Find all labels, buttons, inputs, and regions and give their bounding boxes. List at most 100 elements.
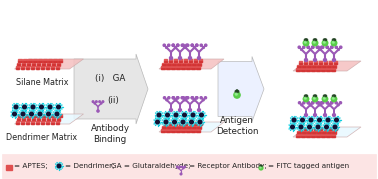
Bar (197, 126, 201, 129)
Circle shape (310, 104, 311, 106)
Bar (332, 66, 336, 67)
Bar (192, 64, 196, 65)
Bar (198, 61, 202, 62)
Circle shape (299, 125, 303, 129)
Bar (196, 129, 200, 132)
Bar (56, 67, 59, 69)
Bar (32, 64, 35, 65)
Circle shape (189, 119, 194, 125)
Circle shape (204, 97, 206, 99)
Bar (40, 66, 44, 69)
Bar (176, 66, 180, 69)
Bar (306, 69, 310, 71)
Circle shape (304, 97, 306, 99)
Circle shape (175, 99, 176, 101)
Ellipse shape (332, 39, 336, 41)
Circle shape (182, 166, 183, 168)
Bar (304, 62, 307, 64)
Bar (191, 66, 195, 69)
Circle shape (200, 97, 202, 99)
Circle shape (177, 44, 179, 46)
Circle shape (57, 164, 61, 168)
Bar (162, 63, 166, 66)
Bar (22, 118, 25, 120)
Bar (2, 154, 376, 178)
Bar (191, 129, 195, 132)
Circle shape (183, 168, 184, 169)
Circle shape (178, 168, 179, 169)
Bar (177, 126, 181, 129)
Circle shape (313, 97, 315, 99)
Ellipse shape (324, 39, 327, 41)
Bar (27, 119, 30, 120)
Bar (38, 61, 42, 62)
Polygon shape (14, 59, 84, 69)
Bar (38, 114, 42, 117)
Text: = Receptor Antibody;: = Receptor Antibody; (189, 163, 267, 169)
Bar (28, 114, 32, 117)
Bar (181, 129, 184, 132)
Bar (36, 122, 39, 124)
Circle shape (164, 120, 168, 124)
Bar (164, 124, 167, 125)
Circle shape (335, 46, 338, 48)
Bar (177, 127, 181, 128)
Circle shape (331, 96, 337, 102)
Bar (48, 115, 52, 117)
Bar (314, 61, 317, 64)
Bar (25, 67, 29, 69)
Bar (182, 127, 186, 128)
Bar (302, 131, 306, 134)
Circle shape (102, 101, 104, 102)
Bar (308, 62, 312, 64)
Circle shape (191, 97, 194, 99)
Circle shape (317, 117, 322, 123)
Bar (319, 62, 322, 64)
Bar (36, 66, 39, 69)
Ellipse shape (324, 95, 327, 97)
Bar (327, 131, 331, 134)
Text: Dendrimer Matrix: Dendrimer Matrix (6, 133, 77, 142)
Circle shape (339, 46, 342, 48)
Bar (324, 127, 327, 130)
Circle shape (318, 102, 320, 104)
Circle shape (170, 108, 172, 112)
Circle shape (196, 97, 198, 99)
Circle shape (181, 97, 183, 99)
Bar (302, 65, 306, 67)
Bar (37, 118, 40, 120)
Bar (20, 67, 24, 69)
Bar (53, 61, 57, 62)
Bar (299, 127, 302, 130)
Bar (184, 59, 187, 62)
Bar (172, 63, 176, 66)
Circle shape (318, 104, 320, 106)
Bar (22, 119, 25, 120)
Circle shape (331, 46, 333, 48)
Bar (15, 66, 19, 69)
Bar (322, 131, 326, 134)
Bar (324, 62, 327, 64)
Circle shape (21, 112, 25, 116)
Bar (161, 129, 164, 132)
Circle shape (328, 104, 330, 106)
Circle shape (311, 102, 314, 104)
Bar (297, 132, 301, 133)
Bar (297, 65, 301, 67)
Bar (176, 67, 180, 69)
Bar (171, 130, 175, 132)
Circle shape (339, 102, 342, 104)
Bar (197, 127, 201, 128)
Bar (314, 62, 317, 64)
Bar (167, 64, 171, 65)
Bar (196, 130, 200, 132)
Bar (22, 63, 25, 66)
Circle shape (47, 112, 50, 116)
Bar (32, 63, 35, 66)
Circle shape (338, 104, 339, 106)
Circle shape (326, 46, 328, 48)
Circle shape (157, 113, 161, 117)
Circle shape (322, 46, 324, 48)
Bar (47, 119, 50, 120)
Circle shape (331, 102, 333, 104)
